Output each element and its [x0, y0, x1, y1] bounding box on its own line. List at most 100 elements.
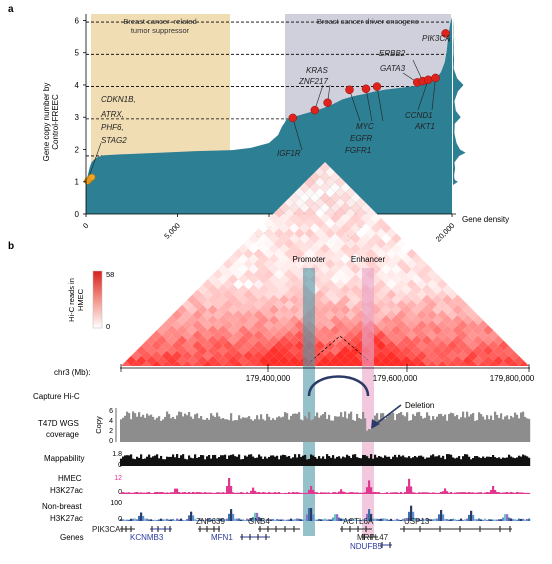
- hic-cell: [411, 294, 422, 305]
- hic-cell: [238, 284, 249, 295]
- gene-label-znf217: ZNF217: [298, 77, 328, 86]
- hic-cell: [172, 309, 183, 321]
- y-tick-label-2: 2: [75, 145, 80, 154]
- nonbreast-bar: [460, 518, 463, 521]
- nonbreast-bar: [308, 508, 311, 521]
- wgs-bar: [160, 420, 163, 442]
- hic-cell: [156, 345, 167, 356]
- mappability-bar: [396, 457, 399, 466]
- nonbreast-bar: [296, 518, 299, 521]
- hmec-bar: [424, 492, 427, 494]
- mappability-bar: [244, 455, 247, 466]
- hic-cell: [391, 233, 402, 244]
- hic-cell: [299, 243, 310, 254]
- hic-cell: [350, 213, 361, 224]
- point-oncogene-8: [423, 75, 433, 85]
- nonbreast-bar: [340, 518, 343, 521]
- hmec-bar: [350, 492, 353, 494]
- mappability-bar: [334, 458, 337, 466]
- mappability-bar: [378, 456, 381, 466]
- hic-cell: [172, 320, 183, 331]
- hmec-bar: [188, 491, 191, 494]
- wgs-bar: [448, 414, 451, 442]
- mappability-bar: [418, 455, 421, 466]
- y-tick-label-0: 0: [75, 210, 80, 219]
- mappability-bar: [200, 455, 203, 466]
- mappability-bar: [314, 456, 317, 466]
- hic-cell: [289, 202, 300, 213]
- mappability-bar: [230, 454, 233, 466]
- hic-cell: [274, 340, 285, 351]
- mappability-bar: [166, 456, 169, 466]
- wgs-bar: [404, 416, 407, 442]
- wgs-bar: [316, 412, 319, 442]
- hic-cell: [370, 223, 382, 234]
- mappability-bar: [256, 457, 259, 466]
- hmec-bar: [348, 492, 351, 494]
- hic-cell: [386, 299, 397, 310]
- mappability-bar: [178, 457, 181, 466]
- wgs-bar: [134, 413, 137, 442]
- hmec-bar: [444, 488, 447, 494]
- wgs-bar: [522, 411, 525, 442]
- wgs-bar: [292, 413, 295, 442]
- hmec-bar: [412, 492, 415, 494]
- hic-cell: [325, 330, 336, 341]
- hic-cell: [248, 264, 259, 275]
- hmec-bar: [126, 492, 129, 494]
- mappability-bar: [466, 454, 469, 466]
- hic-cell: [233, 320, 244, 331]
- hic-cell: [197, 304, 208, 315]
- hic-cell: [483, 355, 494, 366]
- hmec-bar: [442, 491, 445, 494]
- mappability-bar: [358, 457, 361, 466]
- hic-cell: [233, 350, 244, 361]
- hic-cell: [345, 309, 356, 321]
- hic-cell: [325, 197, 336, 208]
- nonbreast-bar: [434, 518, 437, 521]
- hic-cell: [452, 304, 463, 315]
- hic-cell: [345, 248, 356, 259]
- wgs-bar: [278, 416, 281, 442]
- hic-cell: [335, 299, 346, 310]
- nonbreast-bar: [162, 519, 165, 521]
- hic-cell: [432, 355, 443, 366]
- nonbreast-bar: [218, 519, 221, 521]
- nonbreast-bar: [172, 518, 175, 521]
- hmec-bar: [292, 491, 295, 494]
- mappability-bar: [354, 454, 357, 466]
- hmec-bar: [460, 492, 463, 494]
- wgs-bar: [312, 419, 315, 442]
- hic-cell: [314, 238, 325, 249]
- mappability-bar: [268, 456, 271, 466]
- wgs-bar: [496, 414, 499, 442]
- wgs-tick-0: 0: [109, 438, 113, 445]
- nonbreast-bar: [138, 515, 141, 521]
- y-tick-label-6: 6: [75, 16, 80, 25]
- hic-cell: [279, 335, 290, 346]
- mappability-bar: [248, 454, 251, 466]
- hmec-bar: [242, 492, 245, 494]
- hic-cell: [294, 218, 305, 229]
- hic-cell: [263, 340, 274, 351]
- nonbreast-bar: [212, 519, 215, 521]
- hmec-bar: [388, 493, 391, 494]
- nonbreast-bar: [454, 519, 457, 521]
- hic-cell: [263, 248, 274, 259]
- hmec-h3k27ac-track: [120, 478, 531, 494]
- hic-cell: [192, 309, 203, 321]
- hic-cell: [340, 202, 351, 213]
- hic-cell: [248, 345, 259, 356]
- wgs-bar: [282, 416, 285, 442]
- nonbreast-bar: [496, 519, 499, 521]
- wgs-bar: [442, 416, 445, 442]
- hic-cell: [381, 253, 392, 264]
- nonbreast-bar: [432, 519, 435, 521]
- wgs-bar: [340, 412, 343, 442]
- wgs-bar: [372, 420, 375, 442]
- hic-cell: [401, 325, 412, 336]
- mappability-bar: [508, 454, 511, 466]
- tumor-suppressor-label-line1: Breast cancer–related: [123, 17, 196, 26]
- mappability-bar: [300, 456, 303, 466]
